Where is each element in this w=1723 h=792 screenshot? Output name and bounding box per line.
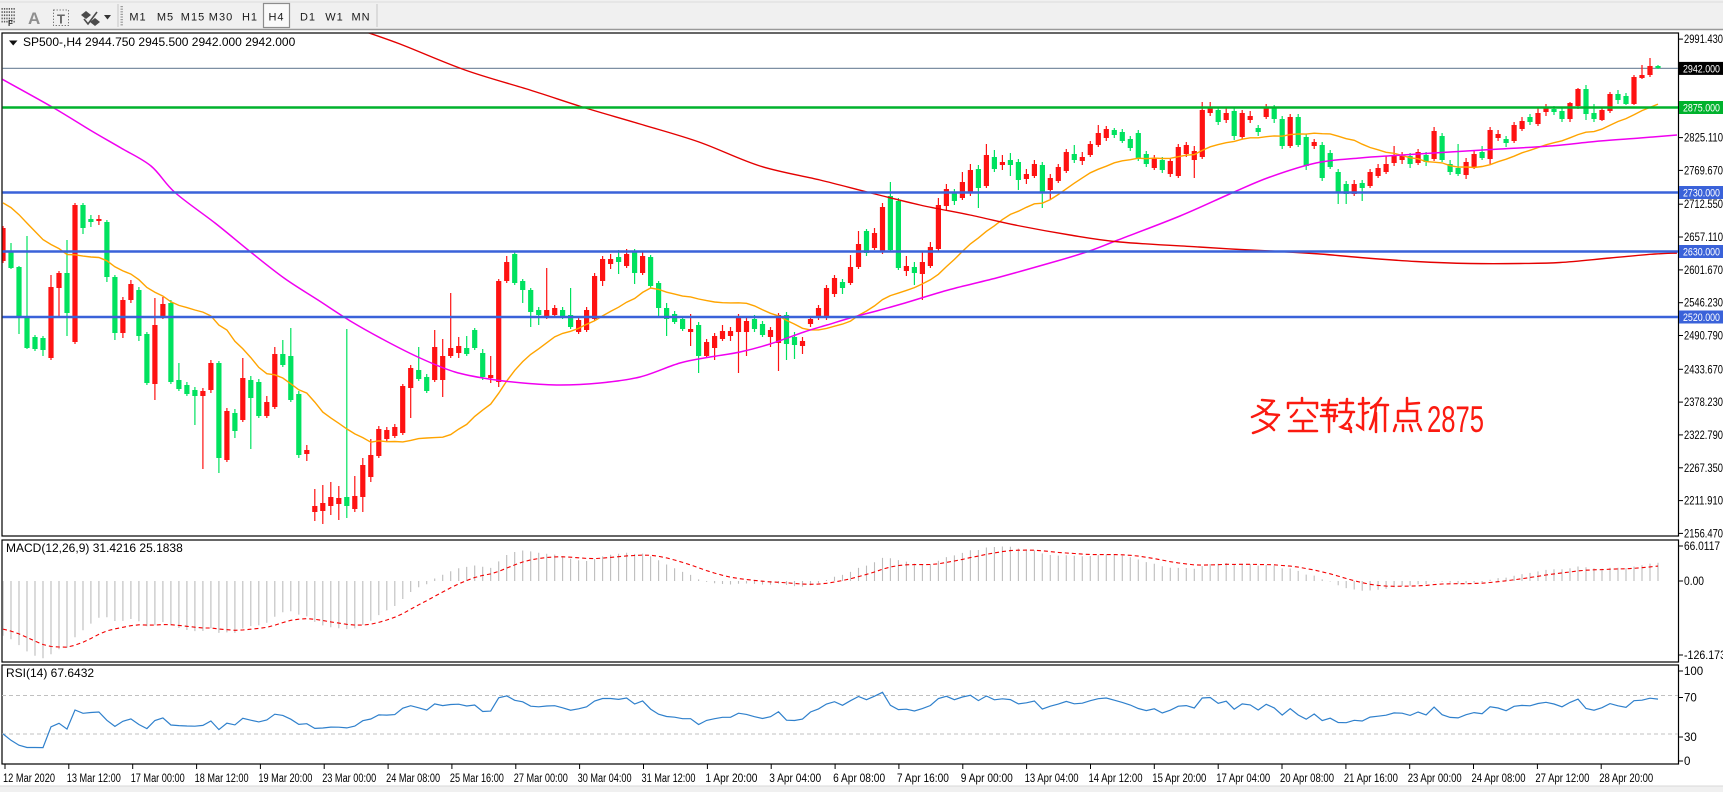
svg-text:2630.000: 2630.000 (1683, 247, 1720, 259)
svg-text:2433.670: 2433.670 (1684, 364, 1723, 376)
svg-text:MN: MN (351, 12, 370, 24)
svg-text:2712.550: 2712.550 (1684, 199, 1723, 211)
svg-text:SP500-,H4 2944.750 2945.500 2: SP500-,H4 2944.750 2945.500 2942.000 294… (23, 35, 296, 49)
svg-text:9 Apr 00:00: 9 Apr 00:00 (961, 773, 1013, 785)
svg-text:2378.230: 2378.230 (1684, 397, 1723, 409)
svg-text:2825.110: 2825.110 (1684, 133, 1723, 145)
svg-text:30 Mar 04:00: 30 Mar 04:00 (578, 773, 632, 785)
svg-text:100: 100 (1684, 666, 1703, 678)
svg-text:1 Apr 20:00: 1 Apr 20:00 (705, 773, 757, 785)
svg-text:2875: 2875 (1427, 399, 1484, 440)
svg-text:13 Apr 04:00: 13 Apr 04:00 (1025, 773, 1079, 785)
svg-text:31 Mar 12:00: 31 Mar 12:00 (642, 773, 696, 785)
svg-text:13 Mar 12:00: 13 Mar 12:00 (67, 773, 121, 785)
svg-text:27 Mar 00:00: 27 Mar 00:00 (514, 773, 568, 785)
svg-text:27 Apr 12:00: 27 Apr 12:00 (1535, 773, 1589, 785)
svg-text:7 Apr 16:00: 7 Apr 16:00 (897, 773, 949, 785)
svg-text:17 Apr 04:00: 17 Apr 04:00 (1216, 773, 1270, 785)
svg-text:23 Mar 00:00: 23 Mar 00:00 (322, 773, 376, 785)
svg-text:F: F (8, 19, 13, 28)
svg-text:2520.000: 2520.000 (1683, 312, 1720, 324)
svg-text:23 Apr 00:00: 23 Apr 00:00 (1408, 773, 1462, 785)
svg-text:28 Apr 20:00: 28 Apr 20:00 (1599, 773, 1653, 785)
svg-text:30: 30 (1684, 732, 1697, 744)
svg-text:21 Apr 16:00: 21 Apr 16:00 (1344, 773, 1398, 785)
svg-text:2769.670: 2769.670 (1684, 165, 1723, 177)
svg-text:-126.173: -126.173 (1684, 650, 1723, 662)
svg-text:18 Mar 12:00: 18 Mar 12:00 (195, 773, 249, 785)
svg-text:2991.430: 2991.430 (1684, 34, 1723, 46)
svg-text:24 Mar 08:00: 24 Mar 08:00 (386, 773, 440, 785)
svg-text:14 Apr 12:00: 14 Apr 12:00 (1089, 773, 1143, 785)
svg-text:M30: M30 (209, 12, 233, 24)
svg-text:2875.000: 2875.000 (1683, 103, 1720, 115)
svg-text:2322.790: 2322.790 (1684, 430, 1723, 442)
svg-text:24 Apr 08:00: 24 Apr 08:00 (1472, 773, 1526, 785)
svg-text:W1: W1 (325, 12, 344, 24)
svg-text:H4: H4 (268, 12, 284, 24)
svg-text:3 Apr 04:00: 3 Apr 04:00 (769, 773, 821, 785)
svg-text:M1: M1 (129, 12, 146, 24)
svg-text:2490.790: 2490.790 (1684, 331, 1723, 343)
svg-text:15 Apr 20:00: 15 Apr 20:00 (1152, 773, 1206, 785)
svg-text:2156.470: 2156.470 (1684, 528, 1723, 540)
svg-text:6 Apr 08:00: 6 Apr 08:00 (833, 773, 885, 785)
svg-text:2601.670: 2601.670 (1684, 265, 1723, 277)
svg-text:2267.350: 2267.350 (1684, 463, 1723, 475)
svg-text:17 Mar 00:00: 17 Mar 00:00 (131, 773, 185, 785)
svg-text:RSI(14) 67.6432: RSI(14) 67.6432 (6, 666, 94, 680)
svg-text:0.00: 0.00 (1684, 576, 1704, 588)
svg-text:T: T (57, 12, 65, 27)
svg-text:D1: D1 (300, 12, 316, 24)
svg-text:2730.000: 2730.000 (1683, 188, 1720, 200)
svg-text:20 Apr 08:00: 20 Apr 08:00 (1280, 773, 1334, 785)
svg-text:19 Mar 20:00: 19 Mar 20:00 (258, 773, 312, 785)
svg-text:MACD(12,26,9) 31.4216 25.1838: MACD(12,26,9) 31.4216 25.1838 (6, 541, 183, 555)
svg-text:2942.000: 2942.000 (1683, 63, 1720, 75)
svg-text:2546.230: 2546.230 (1684, 298, 1723, 310)
svg-text:M5: M5 (157, 12, 174, 24)
svg-text:M15: M15 (181, 12, 205, 24)
svg-text:2657.110: 2657.110 (1684, 232, 1723, 244)
svg-text:2211.910: 2211.910 (1684, 496, 1723, 508)
svg-text:A: A (28, 9, 40, 28)
svg-text:12 Mar 2020: 12 Mar 2020 (3, 773, 55, 785)
svg-text:70: 70 (1684, 693, 1697, 705)
svg-text:0: 0 (1684, 756, 1690, 768)
svg-text:H1: H1 (242, 12, 258, 24)
svg-text:66.0117: 66.0117 (1684, 541, 1720, 553)
svg-text:25 Mar 16:00: 25 Mar 16:00 (450, 773, 504, 785)
